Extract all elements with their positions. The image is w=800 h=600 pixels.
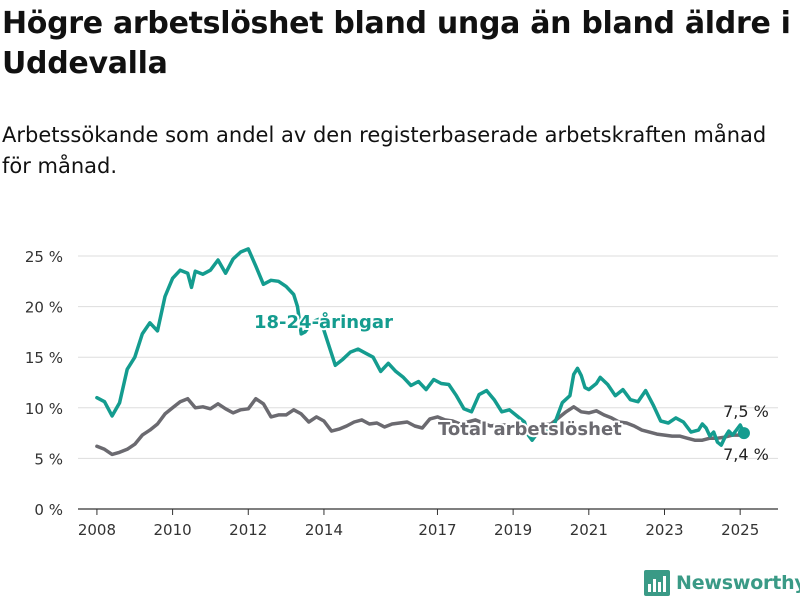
axes: 0 % 5 % 10 % 15 % 20 % 25 % 2008 2010 2012 2014 20… [25, 248, 778, 539]
youth-series-label: 18-24-åringar [254, 311, 393, 333]
x-tick-label: 2010 [154, 521, 192, 539]
x-tick-label: 2023 [645, 521, 683, 539]
x-tick-label: 2021 [570, 521, 608, 539]
series-labels: 18-24-åringar Total arbetslöshet 7,5 % 7,4 … [252, 309, 769, 464]
newsworthy-logo: Newsworthy [644, 568, 800, 598]
y-tick-label: 20 % [25, 299, 63, 317]
x-tick-label: 2019 [494, 521, 532, 539]
youth-end-value-label: 7,5 % [723, 402, 769, 421]
y-tick-label: 0 % [34, 501, 63, 519]
y-tick-label: 5 % [34, 450, 63, 468]
total-series-line [95, 396, 746, 457]
series-lines [95, 247, 750, 457]
x-tick-label: 2014 [305, 521, 343, 539]
x-tick-label: 2025 [721, 521, 759, 539]
gridlines [78, 255, 778, 459]
y-tick-label: 25 % [25, 248, 63, 266]
chart-title: Högre arbetslöshet bland unga än bland ä… [2, 6, 791, 81]
total-end-value-label: 7,4 % [723, 445, 769, 464]
youth-series-line [95, 247, 746, 447]
x-tick-label: 2008 [78, 521, 116, 539]
x-tick-label: 2012 [229, 521, 267, 539]
y-tick-label: 15 % [25, 349, 63, 367]
total-series-label: Total arbetslöshet [438, 419, 622, 440]
y-tick-label: 10 % [25, 400, 63, 418]
youth-end-marker [737, 427, 750, 440]
x-tick-label: 2017 [418, 521, 456, 539]
brand-name: Newsworthy [676, 572, 800, 594]
newsworthy-logo-icon [644, 570, 670, 596]
chart-subtitle: Arbetssökande som andel av den registerb… [2, 123, 767, 178]
